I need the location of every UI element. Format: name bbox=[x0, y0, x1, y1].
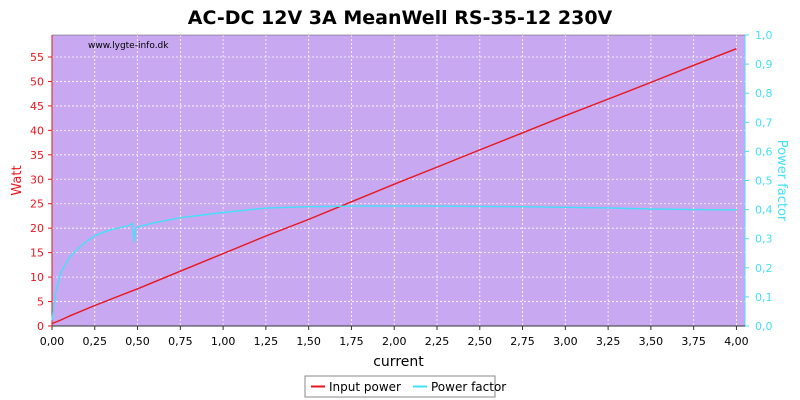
axes bbox=[48, 34, 749, 330]
x-tick-label: 0,25 bbox=[83, 335, 108, 348]
x-tick-label: 2,75 bbox=[510, 335, 535, 348]
x-axis-title: current bbox=[373, 354, 424, 370]
y2-tick-label: 0,7 bbox=[755, 116, 773, 129]
legend-label: Power factor bbox=[431, 380, 506, 394]
series-lines bbox=[51, 48, 737, 325]
legend-box bbox=[304, 375, 496, 398]
y2-tick-label: 0,2 bbox=[755, 262, 773, 275]
y-tick-label: 30 bbox=[30, 173, 44, 186]
x-tick-label: 2,25 bbox=[425, 335, 450, 348]
y2-tick-label: 0,3 bbox=[755, 233, 773, 246]
x-tick-label: 1,00 bbox=[211, 335, 236, 348]
x-tick-label: 3,25 bbox=[596, 335, 621, 348]
y2-tick-label: 0,4 bbox=[755, 204, 773, 217]
y-tick-label: 10 bbox=[30, 271, 44, 284]
y2-tick-label: 0,0 bbox=[755, 320, 773, 333]
x-tick-label: 0,75 bbox=[168, 335, 193, 348]
y2-axis-title: Power factor bbox=[774, 140, 789, 222]
x-tick-label: 2,50 bbox=[468, 335, 493, 348]
y-tick-label: 45 bbox=[30, 100, 44, 113]
y2-tick-label: 0,9 bbox=[755, 58, 773, 71]
legend-label: Input power bbox=[329, 380, 401, 394]
x-tick-label: 1,75 bbox=[339, 335, 364, 348]
y2-tick-label: 0,8 bbox=[755, 87, 773, 100]
y-tick-label: 5 bbox=[37, 296, 44, 309]
y-tick-label: 25 bbox=[30, 198, 44, 211]
x-tick-label: 3,50 bbox=[639, 335, 664, 348]
x-tick-label: 1,50 bbox=[296, 335, 321, 348]
x-tick-label: 3,00 bbox=[553, 335, 578, 348]
x-tick-label: 0,50 bbox=[125, 335, 150, 348]
y-tick-label: 20 bbox=[30, 222, 44, 235]
grid bbox=[51, 35, 745, 326]
x-tick-label: 1,25 bbox=[254, 335, 279, 348]
plot-area bbox=[52, 35, 745, 326]
x-tick-label: 2,00 bbox=[382, 335, 407, 348]
y2-tick-label: 0,6 bbox=[755, 145, 773, 158]
series-line-power-factor bbox=[51, 205, 737, 321]
y2-tick-label: 0,5 bbox=[755, 175, 773, 188]
x-tick-label: 3,75 bbox=[681, 335, 706, 348]
tick-labels: 0,00 0,25 0,50 0,75 1,00 1,25 1,50 1,75 2,00 2,25… bbox=[30, 29, 773, 348]
legend: Input power Power factor bbox=[304, 375, 506, 398]
y-tick-label: 40 bbox=[30, 124, 44, 137]
y-tick-label: 50 bbox=[30, 75, 44, 88]
y-axis-title: Watt bbox=[10, 165, 25, 195]
x-tick-label: 4,00 bbox=[724, 335, 749, 348]
y2-tick-label: 0,1 bbox=[755, 291, 773, 304]
y2-tick-label: 1,0 bbox=[755, 29, 773, 42]
x-tick-label: 0,00 bbox=[40, 335, 65, 348]
chart-title: AC-DC 12V 3A MeanWell RS-35-12 230V bbox=[188, 7, 613, 29]
y-tick-label: 35 bbox=[30, 149, 44, 162]
y-tick-label: 0 bbox=[37, 320, 44, 333]
y-tick-label: 15 bbox=[30, 247, 44, 260]
y-tick-label: 55 bbox=[30, 51, 44, 64]
series-line-input-power bbox=[51, 48, 737, 325]
watermark: www.lygte-info.dk bbox=[88, 41, 169, 51]
